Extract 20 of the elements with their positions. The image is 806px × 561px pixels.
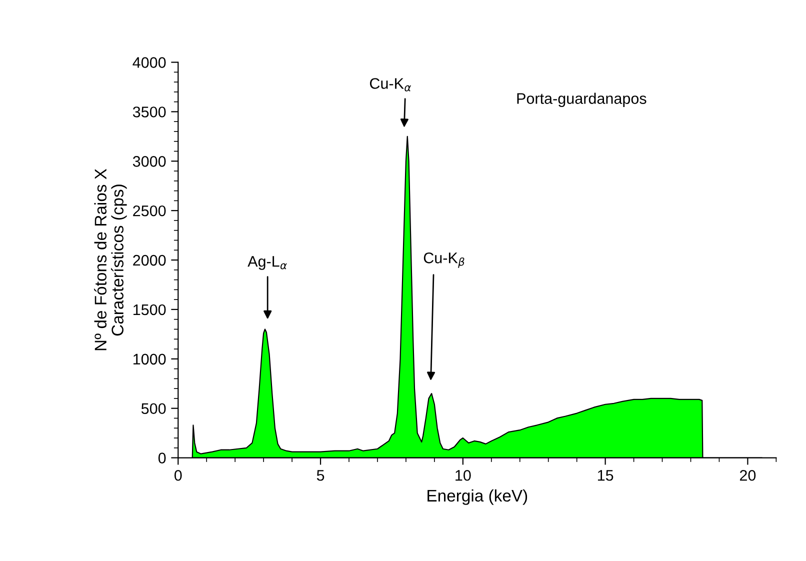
annotation: Porta-guardanapos — [517, 92, 646, 107]
x-tick-label: 10 — [456, 470, 471, 481]
y-tick-label: 500 — [141, 403, 166, 414]
annotation: Ag-L$_{α}$ — [248, 256, 287, 270]
y-tick-label: 0 — [158, 452, 166, 464]
x-tick-label: 0 — [174, 470, 182, 481]
y-tick-label: 4000 — [132, 57, 166, 68]
annotation: Cu-K$_{α}$ — [370, 78, 412, 92]
y-tick-label: 2000 — [133, 254, 166, 266]
x-tick-label: 20 — [740, 470, 756, 481]
y-tick-label: 2500 — [133, 205, 166, 216]
y-axis-title: Nº de Fótons de Raios X Característicos (cps) — [94, 168, 127, 350]
x-tick-label: 15 — [598, 470, 614, 481]
x-tick-label: 5 — [316, 470, 324, 481]
y-tick-label: 3000 — [132, 156, 166, 167]
y-tick-label: 1000 — [134, 354, 166, 365]
annotation: Cu-K$_{β}$ — [424, 252, 464, 268]
x-axis-title: Energia (keV) — [428, 489, 528, 505]
y-tick-label: 3500 — [132, 106, 166, 118]
y-tick-label: 1500 — [134, 304, 166, 316]
